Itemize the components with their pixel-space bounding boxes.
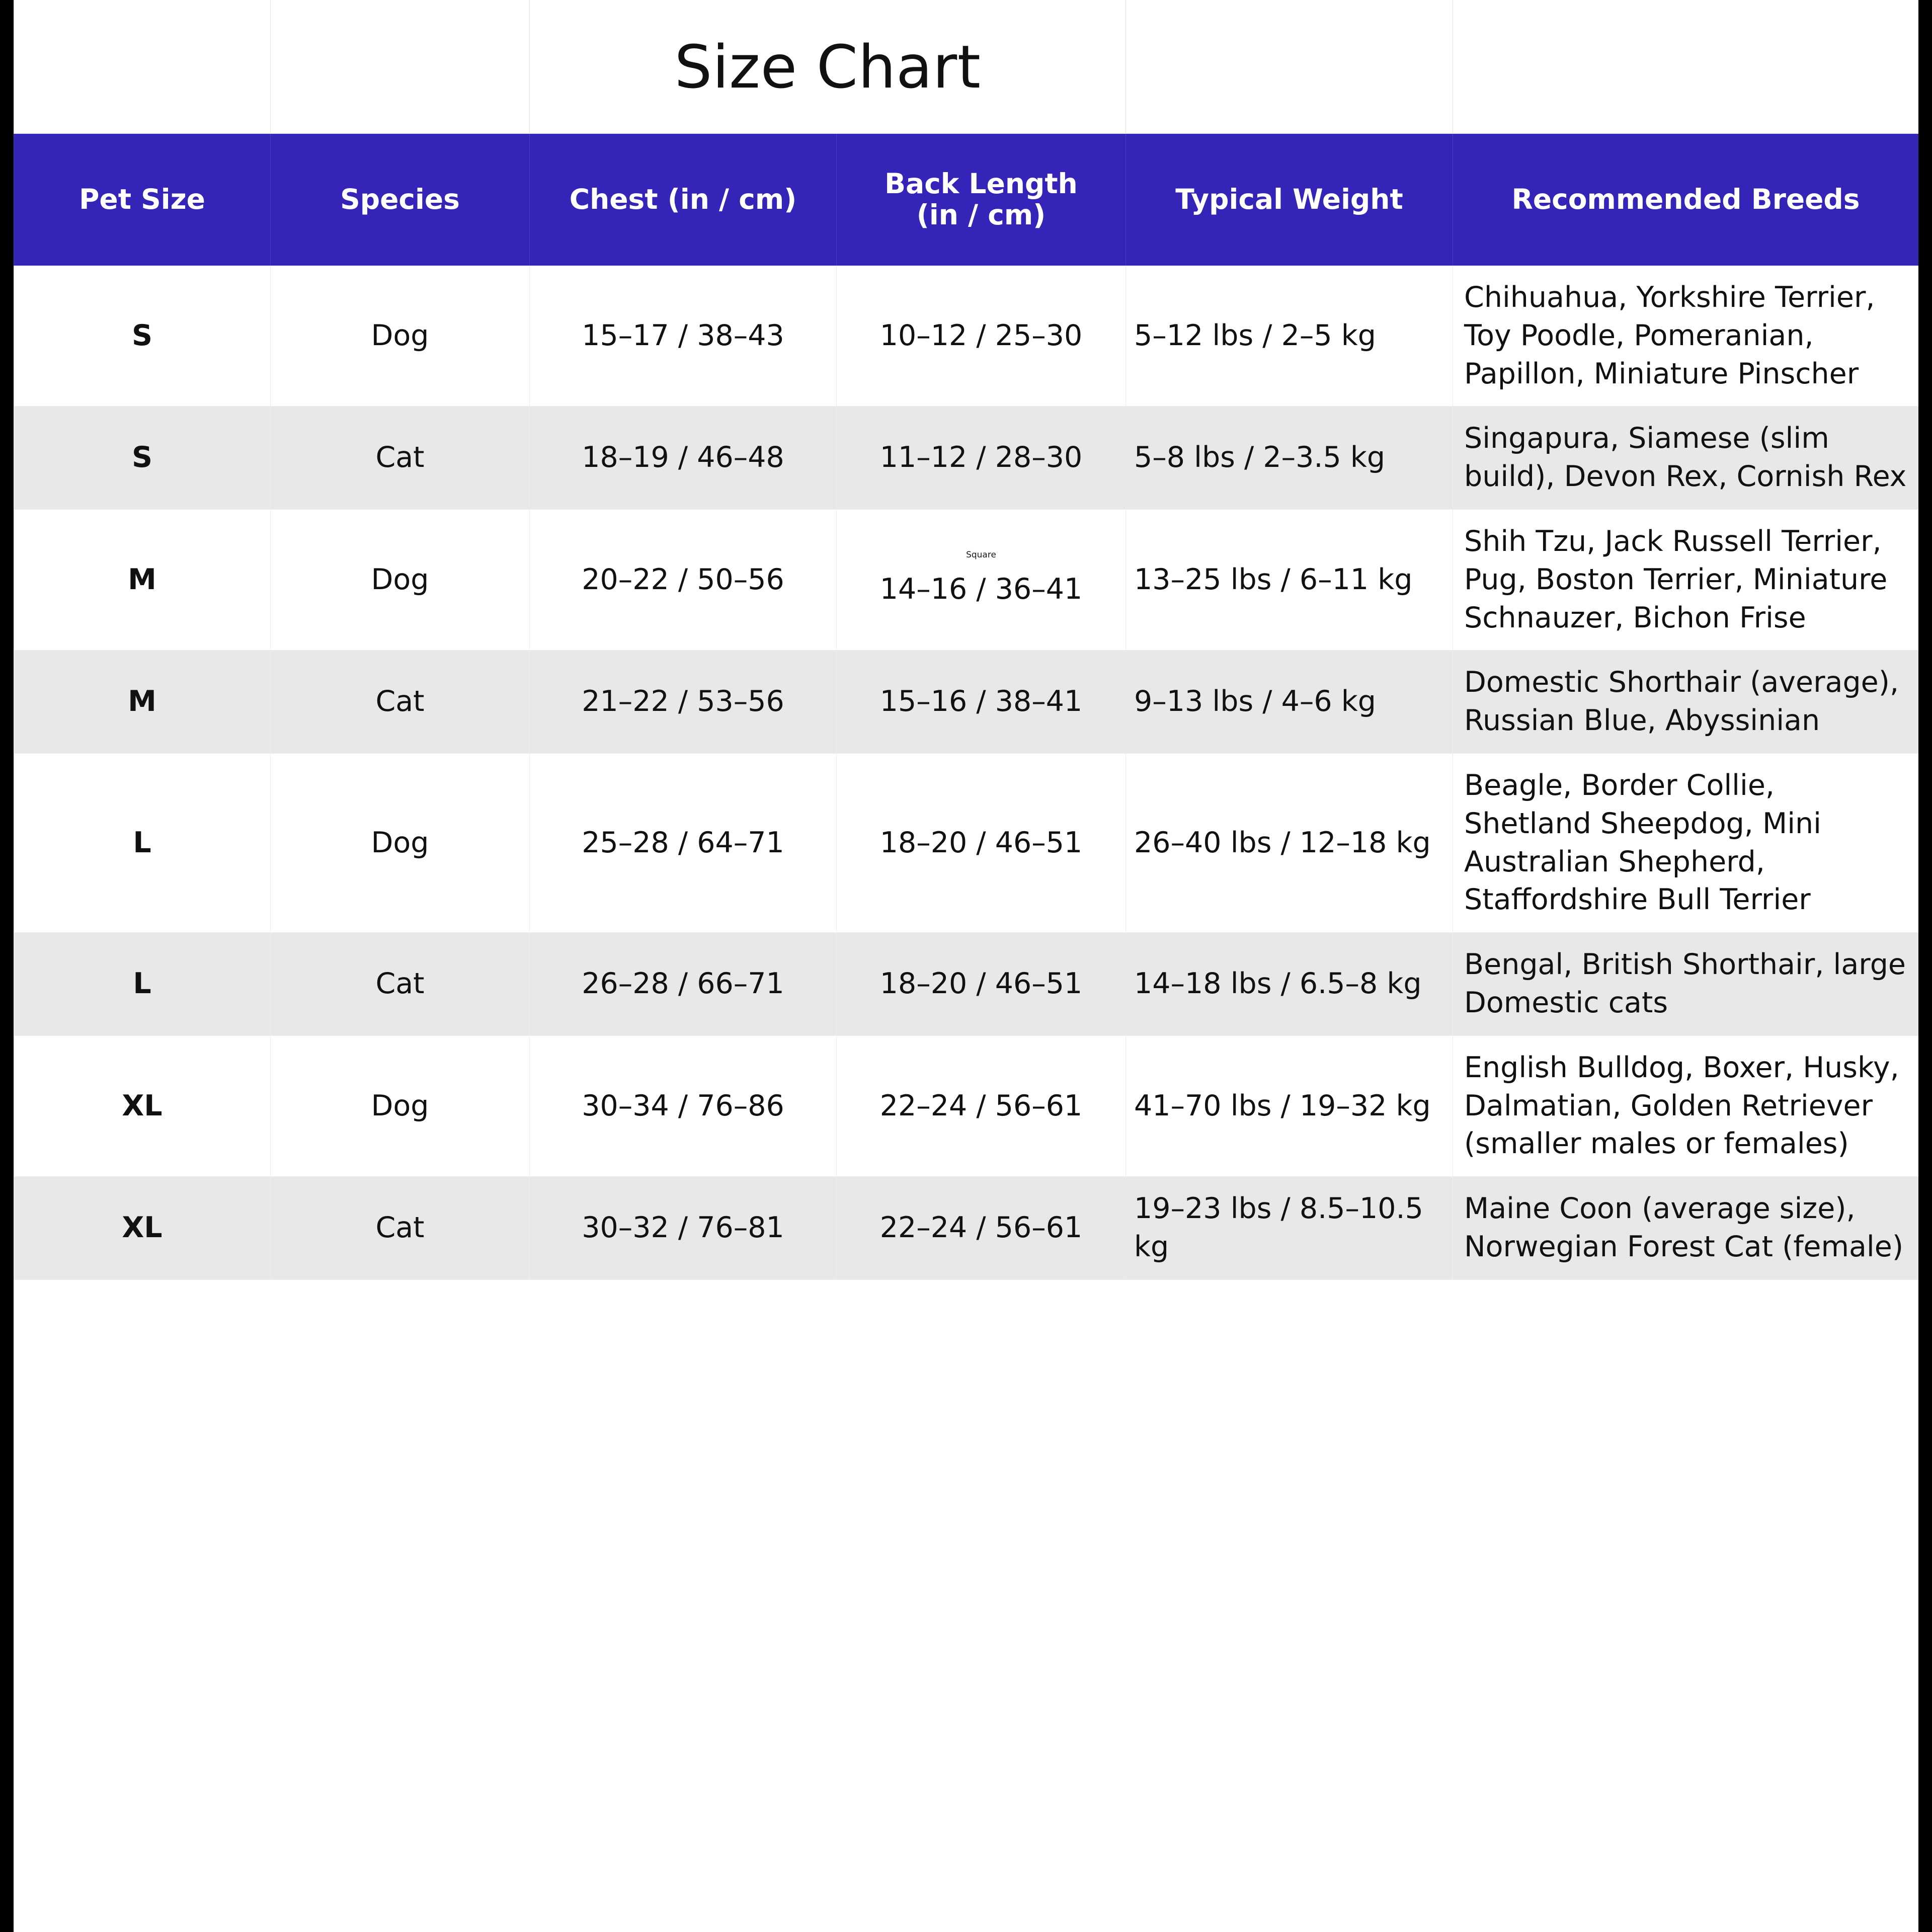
table-row: L Cat 26–28 / 66–71 18–20 / 46–51 14–18 … [14, 932, 1918, 1036]
cell-typical-weight: 5–12 lbs / 2–5 kg [1125, 265, 1454, 407]
column-header-recommended-breeds[interactable]: Recommended Breeds [1453, 133, 1918, 266]
cell-typical-weight: 5–8 lbs / 2–3.5 kg [1125, 406, 1454, 510]
page-title: Size Chart [674, 32, 981, 102]
cell-pet-size: XL [14, 1176, 271, 1280]
cell-back-length: 15–16 / 38–41 [836, 650, 1126, 754]
cell-recommended-breeds: Bengal, British Shorthair, large Domesti… [1453, 932, 1918, 1036]
cell-typical-weight: 9–13 lbs / 4–6 kg [1125, 650, 1454, 754]
title-spacer-left-2 [270, 0, 530, 134]
cell-pet-size: M [14, 509, 271, 651]
cell-chest: 26–28 / 66–71 [529, 932, 837, 1036]
square-artifact-label: Square [966, 550, 996, 560]
cell-back-length: 10–12 / 25–30 [836, 265, 1126, 407]
cell-chest: 25–28 / 64–71 [529, 753, 837, 933]
cell-typical-weight: 26–40 lbs / 12–18 kg [1125, 753, 1454, 933]
cell-species: Cat [270, 650, 530, 754]
column-header-back-length-line2: (in / cm) [916, 198, 1046, 231]
cell-back-length-value: 14–16 / 36–41 [879, 573, 1083, 606]
cell-typical-weight: 41–70 lbs / 19–32 kg [1125, 1035, 1454, 1177]
cell-species: Cat [270, 406, 530, 510]
column-header-typical-weight[interactable]: Typical Weight [1125, 133, 1454, 266]
cell-recommended-breeds: Maine Coon (average size), Norwegian For… [1453, 1176, 1918, 1280]
cell-species: Cat [270, 1176, 530, 1280]
column-header-chest[interactable]: Chest (in / cm) [529, 133, 837, 266]
cell-species: Cat [270, 932, 530, 1036]
title-spacer-left-1 [14, 0, 271, 134]
cell-species: Dog [270, 753, 530, 933]
cell-back-length: 18–20 / 46–51 [836, 753, 1126, 933]
cell-species: Dog [270, 509, 530, 651]
table-row: M Cat 21–22 / 53–56 15–16 / 38–41 9–13 l… [14, 650, 1918, 754]
column-header-back-length-line1: Back Length [884, 167, 1078, 200]
cell-pet-size: S [14, 406, 271, 510]
cell-back-length: Square 14–16 / 36–41 [836, 509, 1126, 651]
cell-recommended-breeds: Shih Tzu, Jack Russell Terrier, Pug, Bos… [1453, 509, 1918, 651]
table-row: XL Dog 30–34 / 76–86 22–24 / 56–61 41–70… [14, 1035, 1918, 1177]
cell-back-length: 11–12 / 28–30 [836, 406, 1126, 510]
column-header-back-length[interactable]: Back Length (in / cm) [836, 133, 1126, 266]
cell-chest: 30–32 / 76–81 [529, 1176, 837, 1280]
cell-species: Dog [270, 1035, 530, 1177]
table-canvas: Size Chart Pet Size Species Chest (in / … [14, 0, 1918, 1932]
cell-back-length: 22–24 / 56–61 [836, 1176, 1126, 1280]
cell-typical-weight: 14–18 lbs / 6.5–8 kg [1125, 932, 1454, 1036]
cell-chest: 15–17 / 38–43 [529, 265, 837, 407]
cell-recommended-breeds: Chihuahua, Yorkshire Terrier, Toy Poodle… [1453, 265, 1918, 407]
title-spacer-right-2 [1453, 0, 1918, 134]
cell-recommended-breeds: Beagle, Border Collie, Shetland Sheepdog… [1453, 753, 1918, 933]
title-row: Size Chart [14, 0, 1918, 134]
cell-chest: 18–19 / 46–48 [529, 406, 837, 510]
size-chart-table: Size Chart Pet Size Species Chest (in / … [14, 0, 1918, 1280]
cell-chest: 21–22 / 53–56 [529, 650, 837, 754]
cell-recommended-breeds: Domestic Shorthair (average), Russian Bl… [1453, 650, 1918, 754]
cell-back-length: 22–24 / 56–61 [836, 1035, 1126, 1177]
cell-pet-size: L [14, 932, 271, 1036]
table-row: L Dog 25–28 / 64–71 18–20 / 46–51 26–40 … [14, 753, 1918, 933]
cell-chest: 20–22 / 50–56 [529, 509, 837, 651]
table-row: XL Cat 30–32 / 76–81 22–24 / 56–61 19–23… [14, 1176, 1918, 1280]
table-row: S Dog 15–17 / 38–43 10–12 / 25–30 5–12 l… [14, 265, 1918, 407]
table-header-row: Pet Size Species Chest (in / cm) Back Le… [14, 133, 1918, 266]
page-title-cell: Size Chart [529, 0, 1126, 134]
cell-chest: 30–34 / 76–86 [529, 1035, 837, 1177]
cell-recommended-breeds: Singapura, Siamese (slim build), Devon R… [1453, 406, 1918, 510]
column-header-pet-size[interactable]: Pet Size [14, 133, 271, 266]
table-row: S Cat 18–19 / 46–48 11–12 / 28–30 5–8 lb… [14, 406, 1918, 510]
cell-typical-weight: 19–23 lbs / 8.5–10.5 kg [1125, 1176, 1454, 1280]
table-row: M Dog 20–22 / 50–56 Square 14–16 / 36–41 … [14, 509, 1918, 651]
cell-pet-size: M [14, 650, 271, 754]
cell-pet-size: S [14, 265, 271, 407]
cell-typical-weight: 13–25 lbs / 6–11 kg [1125, 509, 1454, 651]
column-header-species[interactable]: Species [270, 133, 530, 266]
cell-recommended-breeds: English Bulldog, Boxer, Husky, Dalmatian… [1453, 1035, 1918, 1177]
title-spacer-right-1 [1125, 0, 1454, 134]
cell-pet-size: L [14, 753, 271, 933]
cell-pet-size: XL [14, 1035, 271, 1177]
cell-species: Dog [270, 265, 530, 407]
cell-back-length: 18–20 / 46–51 [836, 932, 1126, 1036]
